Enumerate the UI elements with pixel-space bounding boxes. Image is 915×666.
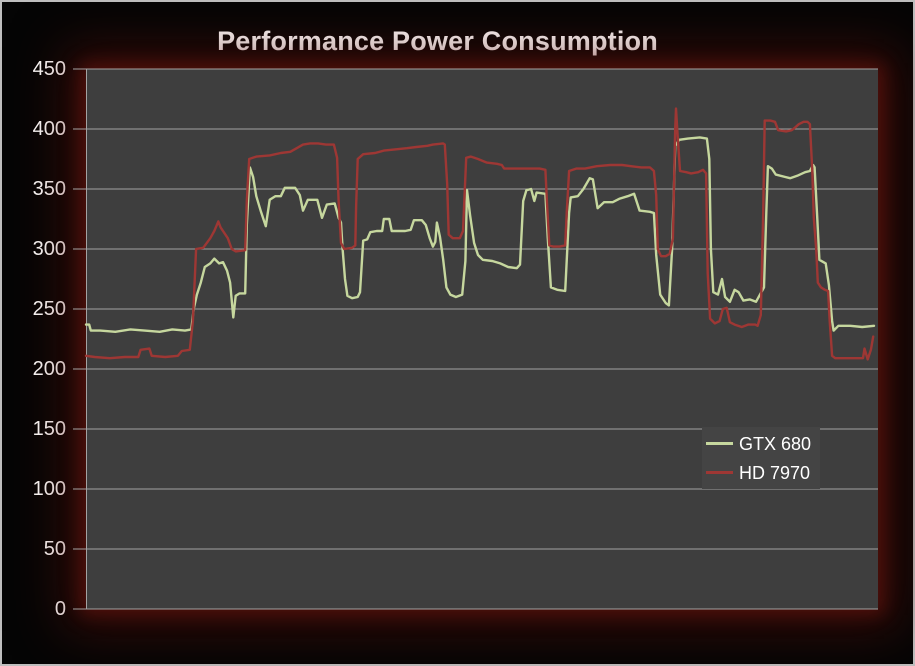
legend-item: HD 7970 [706,463,820,483]
legend-item: GTX 680 [706,434,820,454]
legend-label: GTX 680 [739,433,812,454]
y-axis-tick-label: 350 [32,178,66,200]
y-axis-tick-label: 150 [32,418,66,440]
series-line-gtx-680 [84,136,876,333]
y-axis-tick-label: 50 [43,538,66,560]
y-axis-tick-label: 300 [32,238,66,260]
y-axis-tick-label: 400 [32,118,66,140]
chart-title: Performance Power Consumption [217,26,658,56]
legend-label: HD 7970 [739,462,811,483]
y-axis-labels: 0 50 100 150 200 250 300 350 400 450 [0,0,66,666]
legend-swatch-gtx-680 [706,442,733,445]
chart-svg [73,68,878,610]
y-axis-tick-label: 200 [32,358,66,380]
y-axis-tick-label: 250 [32,298,66,320]
legend: GTX 680 HD 7970 [702,427,820,489]
plot-area: GTX 680 HD 7970 [73,68,878,610]
y-axis-tick-label: 100 [32,478,66,500]
y-axis-tick-label: 0 [54,598,66,620]
series-line-hd-7970 [84,107,875,361]
y-axis-tick-label: 450 [32,58,66,80]
legend-swatch-hd-7970 [706,471,733,474]
